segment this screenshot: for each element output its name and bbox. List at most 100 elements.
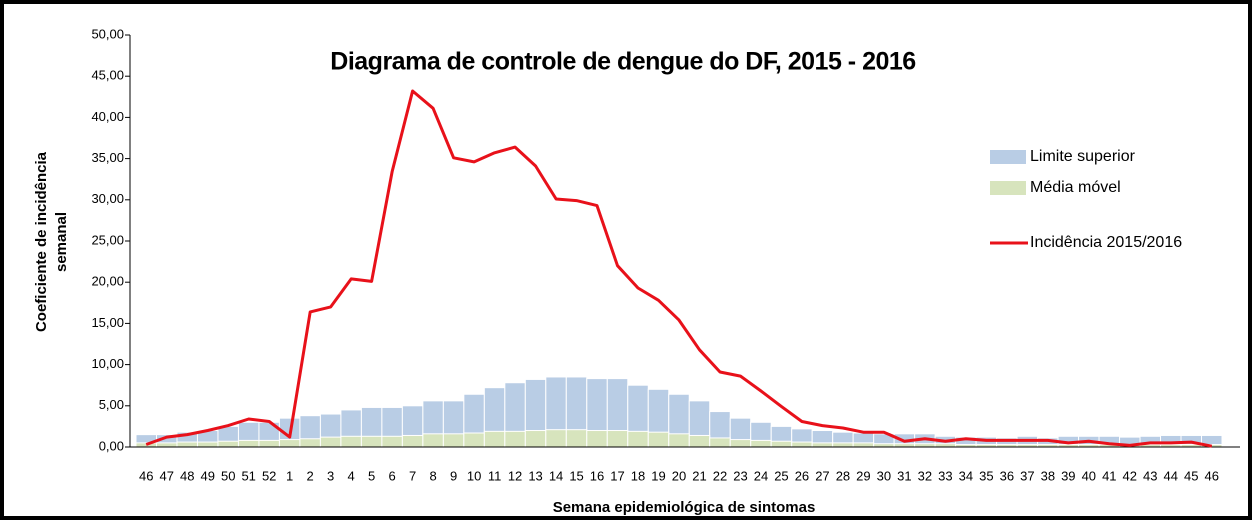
- legend-label: Limite superior: [1030, 148, 1136, 165]
- bar: [340, 435, 362, 448]
- bar: [278, 439, 301, 448]
- bar: [401, 434, 424, 448]
- x-tick-label: 19: [651, 468, 665, 483]
- x-tick-label: 36: [1000, 468, 1014, 483]
- x-tick-label: 25: [774, 468, 788, 483]
- bar: [811, 442, 834, 448]
- bar: [155, 442, 178, 448]
- bar: [299, 438, 321, 448]
- bar: [442, 433, 465, 448]
- bar: [422, 433, 444, 448]
- legend-label: Média móvel: [1030, 179, 1121, 196]
- bar: [750, 439, 772, 448]
- x-tick-label: 8: [429, 468, 436, 483]
- bar: [196, 441, 219, 448]
- y-tick-label: 10,00: [91, 356, 124, 371]
- x-tick-label: 33: [938, 468, 952, 483]
- bar: [832, 442, 854, 448]
- bar: [217, 440, 239, 448]
- x-tick-label: 27: [815, 468, 829, 483]
- x-tick-label: 10: [467, 468, 481, 483]
- x-tick-label: 24: [754, 468, 768, 483]
- x-tick-label: 22: [713, 468, 727, 483]
- bar: [483, 430, 506, 448]
- x-tick-label: 40: [1082, 468, 1096, 483]
- x-tick-label: 41: [1102, 468, 1116, 483]
- y-axis-title-line: Coeficiente de incidência: [33, 151, 50, 332]
- y-tick-label: 15,00: [91, 315, 124, 330]
- x-tick-label: 9: [450, 468, 457, 483]
- x-tick-label: 39: [1061, 468, 1075, 483]
- x-tick-label: 7: [409, 468, 416, 483]
- y-tick-label: 45,00: [91, 68, 124, 83]
- bar: [258, 439, 280, 448]
- legend-swatch: [990, 181, 1026, 195]
- x-tick-label: 6: [389, 468, 396, 483]
- y-tick-label: 50,00: [91, 26, 124, 41]
- bar: [237, 439, 260, 448]
- bar: [770, 440, 793, 448]
- bar: [606, 430, 629, 448]
- y-tick-label: 20,00: [91, 274, 124, 289]
- x-tick-label: 21: [692, 468, 706, 483]
- x-tick-label: 5: [368, 468, 375, 483]
- bar: [627, 430, 649, 448]
- x-tick-label: 28: [836, 468, 850, 483]
- x-tick-label: 51: [241, 468, 255, 483]
- x-tick-label: 29: [856, 468, 870, 483]
- x-tick-label: 20: [672, 468, 686, 483]
- x-tick-label: 12: [508, 468, 522, 483]
- bar: [360, 435, 383, 448]
- bar: [688, 434, 711, 448]
- x-tick-label: 18: [631, 468, 645, 483]
- x-tick-label: 45: [1184, 468, 1198, 483]
- line: [145, 89, 1213, 448]
- x-tick-label: 46: [139, 468, 153, 483]
- bar: [565, 429, 588, 448]
- y-tick-label: 40,00: [91, 109, 124, 124]
- bar: [668, 433, 690, 448]
- x-tick-label: 14: [549, 468, 563, 483]
- x-axis-title: Semana epidemiológica de sintomas: [553, 499, 816, 516]
- x-tick-label: 31: [897, 468, 911, 483]
- x-tick-label: 32: [918, 468, 932, 483]
- x-tick-label: 49: [200, 468, 214, 483]
- legend-swatch: [990, 150, 1026, 164]
- bar: [586, 430, 608, 448]
- y-tick-label: 0,00: [99, 438, 124, 453]
- x-tick-label: 34: [959, 468, 973, 483]
- x-tick-label: 23: [733, 468, 747, 483]
- x-tick-label: 47: [160, 468, 174, 483]
- bar: [729, 439, 752, 448]
- bar: [852, 442, 875, 448]
- bar: [647, 431, 670, 448]
- x-tick-label: 35: [979, 468, 993, 483]
- x-tick-label: 3: [327, 468, 334, 483]
- x-tick-label: 37: [1020, 468, 1034, 483]
- y-tick-label: 25,00: [91, 232, 124, 247]
- bar: [709, 437, 731, 448]
- x-tick-label: 1: [286, 468, 293, 483]
- bar: [545, 429, 567, 448]
- x-tick-label: 11: [488, 468, 502, 483]
- bar: [524, 430, 547, 448]
- bar: [381, 435, 403, 448]
- x-tick-label: 17: [610, 468, 624, 483]
- x-tick-label: 38: [1041, 468, 1055, 483]
- x-tick-label: 52: [262, 468, 276, 483]
- x-tick-label: 50: [221, 468, 235, 483]
- x-tick-label: 30: [877, 468, 891, 483]
- legend-label: Incidência 2015/2016: [1030, 234, 1182, 251]
- y-tick-label: 35,00: [91, 150, 124, 165]
- x-tick-label: 43: [1143, 468, 1157, 483]
- x-tick-label: 44: [1164, 468, 1178, 483]
- bar: [504, 430, 526, 448]
- bar: [176, 441, 198, 448]
- x-tick-label: 48: [180, 468, 194, 483]
- y-tick-label: 30,00: [91, 191, 124, 206]
- x-tick-label: 16: [590, 468, 604, 483]
- bar: [463, 432, 485, 448]
- x-tick-label: 13: [528, 468, 542, 483]
- x-tick-label: 15: [569, 468, 583, 483]
